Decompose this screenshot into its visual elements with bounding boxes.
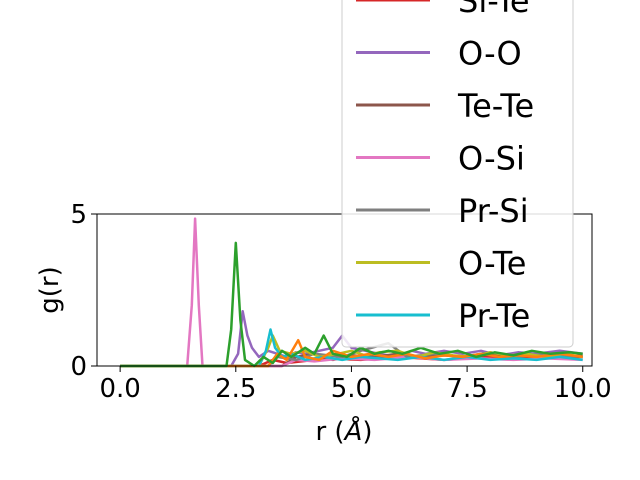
legend-label-o-o: O-O — [458, 35, 522, 73]
y-ticks: 05 — [70, 200, 97, 382]
y-axis-label: g(r) — [35, 266, 65, 313]
series-line-unlabeled-8 — [120, 241, 583, 368]
legend-label-pr-te: Pr-Te — [458, 297, 530, 335]
y-tick-label: 0 — [70, 352, 87, 382]
x-tick-label: 5.0 — [331, 374, 372, 404]
x-ticks: 0.0 2.5 5.0 7.5 10.0 — [99, 366, 612, 404]
legend-label-o-te: O-Te — [458, 245, 526, 283]
legend-label-te-te: Te-Te — [457, 87, 534, 125]
legend: Si-Te O-O Te-Te O-Si Pr-Si O-Te Pr-Te — [341, 0, 574, 348]
legend-label-o-si: O-Si — [458, 140, 525, 178]
x-tick-label: 2.5 — [215, 374, 256, 404]
y-tick-label: 5 — [70, 200, 87, 230]
x-axis-label: r (Å) — [315, 415, 372, 447]
x-tick-label: 10.0 — [554, 374, 612, 404]
legend-label-pr-si: Pr-Si — [458, 192, 529, 230]
legend-box — [341, 0, 574, 348]
x-tick-label: 0.0 — [99, 374, 140, 404]
series-line-pr-te — [120, 328, 583, 368]
x-axis-unit: Å — [343, 415, 363, 447]
legend-label-si-te: Si-Te — [458, 0, 530, 20]
x-tick-label: 7.5 — [446, 374, 487, 404]
